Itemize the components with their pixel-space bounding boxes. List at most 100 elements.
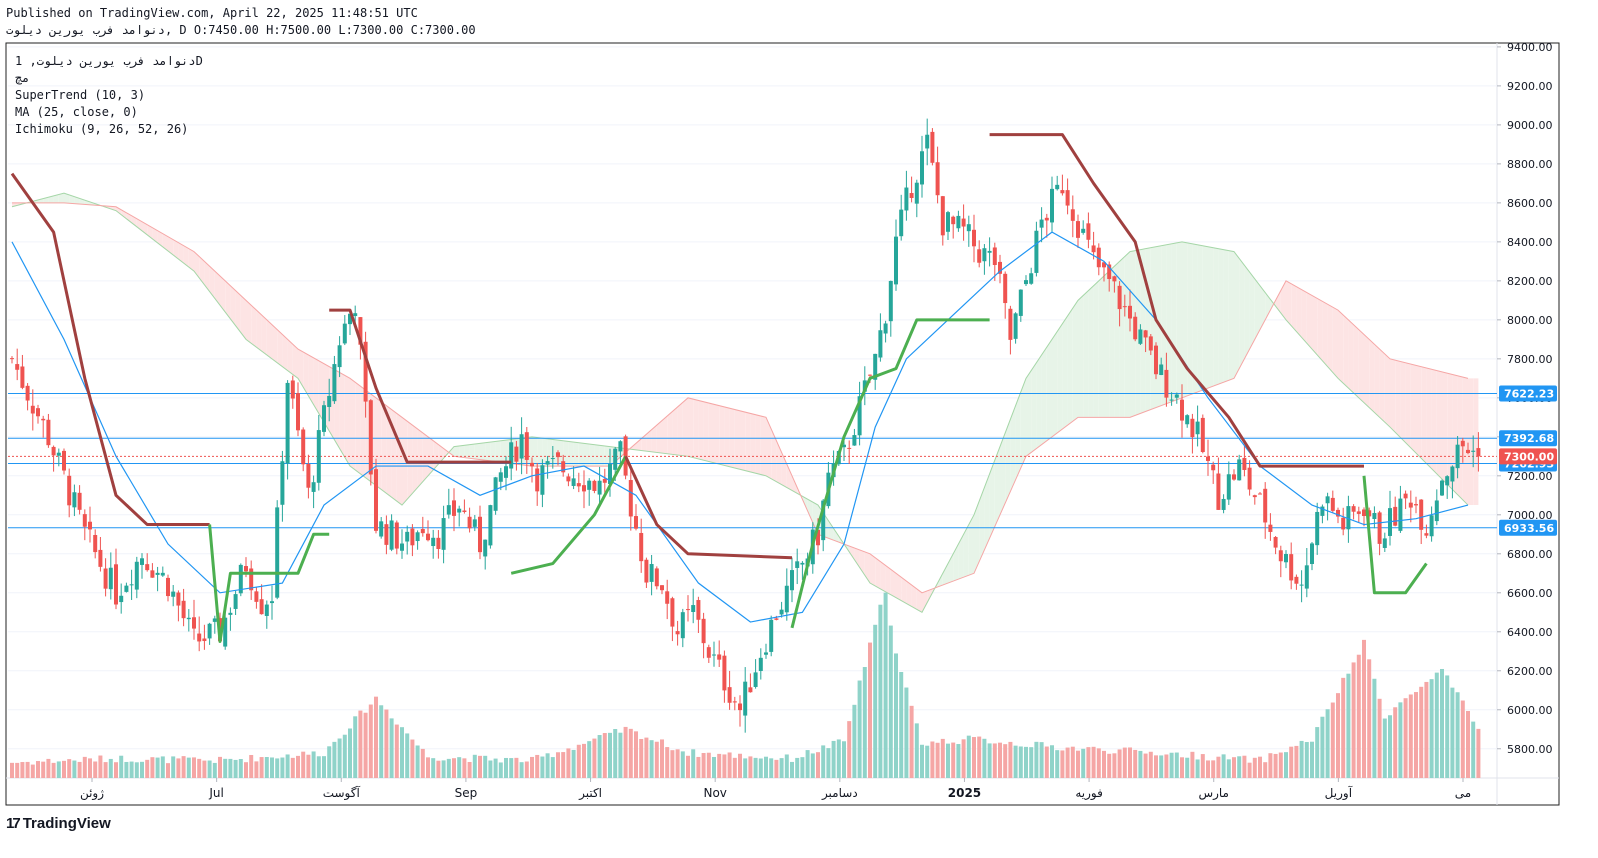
candle-body — [1076, 221, 1080, 238]
cloud-segment — [1041, 347, 1047, 445]
candle-body — [1289, 554, 1294, 581]
cloud-segment — [880, 561, 886, 592]
cloud-segment — [719, 405, 725, 466]
volume-bar — [706, 752, 711, 778]
volume-bar — [389, 718, 394, 778]
candle-body — [1159, 364, 1164, 375]
candle-body — [1393, 506, 1398, 526]
cloud-segment — [448, 446, 454, 457]
cloud-segment — [220, 275, 226, 313]
volume-bar — [129, 761, 134, 778]
cloud-segment — [1384, 353, 1390, 428]
cloud-segment — [1296, 286, 1302, 338]
cloud-segment — [1390, 358, 1396, 433]
cloud-segment — [235, 290, 241, 333]
hline-tag — [1499, 385, 1557, 402]
volume-bar — [1206, 760, 1210, 778]
cloud-segment — [589, 443, 595, 467]
hline-label: 6933.56 — [1504, 522, 1554, 535]
volume-bar — [1304, 742, 1309, 778]
hline-tag — [1499, 430, 1557, 447]
candle-body — [935, 162, 940, 196]
volume-bar — [540, 756, 545, 778]
candle-body — [1091, 245, 1096, 253]
candle-body — [654, 568, 659, 587]
volume-bar — [1346, 673, 1351, 778]
cloud-segment — [979, 487, 985, 562]
candle-body — [358, 317, 363, 345]
cloud-segment — [1010, 405, 1016, 492]
candle-body — [259, 599, 264, 615]
cloud-segment — [646, 429, 652, 452]
volume-bar — [342, 734, 347, 778]
cloud-segment — [287, 339, 293, 375]
volume-bar — [166, 763, 170, 778]
cloud-segment — [1234, 251, 1240, 379]
candle-body — [1133, 316, 1138, 340]
volume-bar — [816, 752, 820, 778]
legend-exchange: مچ — [15, 71, 30, 85]
price-tick-label: 9200.00 — [1507, 80, 1553, 93]
volume-bar — [576, 744, 581, 778]
cloud-segment — [110, 206, 116, 211]
volume-bar — [1278, 752, 1283, 778]
candle-body — [1216, 473, 1221, 510]
candle-body — [400, 543, 404, 551]
volume-bar — [738, 753, 742, 778]
time-tick-label: می — [1455, 786, 1471, 800]
cloud-segment — [552, 439, 558, 467]
cloud-segment — [152, 227, 158, 243]
cloud-segment — [974, 501, 980, 574]
ma-line — [11, 231, 1469, 623]
volume-bar — [608, 732, 612, 778]
cloud-segment — [1150, 246, 1156, 410]
price-tick-label: 6200.00 — [1507, 665, 1553, 678]
cloud-segment — [942, 563, 948, 585]
legend-ma[interactable]: MA (25, close, 0) — [15, 105, 138, 119]
volume-bars — [10, 592, 1481, 778]
volume-bar — [1086, 747, 1091, 778]
volume-bar — [431, 758, 436, 778]
candle-body — [124, 585, 129, 592]
legend-supertrend[interactable]: SuperTrend (10, 3) — [15, 88, 146, 102]
candle-body — [264, 604, 269, 616]
legend-ichimoku[interactable]: Ichimoku (9, 26, 52, 26) — [15, 122, 189, 136]
cloud-segment — [1057, 323, 1063, 433]
volume-bar — [545, 753, 550, 778]
candle-body — [311, 482, 316, 492]
volume-bar — [108, 758, 113, 778]
candle-body — [1346, 506, 1351, 530]
candle-body — [467, 516, 472, 529]
candle-body — [1122, 306, 1127, 308]
cloud-segment — [1223, 249, 1229, 383]
cloud-segment — [1135, 249, 1141, 416]
volume-bar — [462, 758, 467, 778]
volume-bar — [982, 738, 987, 778]
volume-bar — [384, 709, 389, 778]
volume-bar — [769, 758, 774, 778]
cloud-segment — [963, 524, 969, 578]
volume-bar — [925, 745, 930, 778]
volume-bar — [301, 751, 306, 778]
cloud-segment — [12, 202, 18, 207]
candle-body — [764, 652, 768, 655]
cloud-segment — [1447, 373, 1453, 490]
candle-body — [322, 405, 326, 432]
volume-bar — [493, 758, 498, 778]
tradingview-brand[interactable]: 17 TradingView — [6, 815, 111, 832]
volume-bar — [176, 758, 181, 778]
candle-body — [140, 558, 144, 565]
cloud-segment — [157, 230, 163, 247]
candle-body — [701, 618, 706, 644]
candle-body — [384, 524, 389, 545]
volume-bar — [41, 761, 46, 778]
candle-body — [618, 441, 623, 452]
cloud-segment — [240, 295, 246, 340]
candles — [10, 118, 1481, 733]
cloud-segment — [1213, 247, 1219, 387]
candle-body — [992, 247, 997, 265]
candle-body — [1169, 399, 1174, 401]
volume-bar — [1185, 757, 1190, 778]
cloud-segment — [1052, 331, 1058, 437]
